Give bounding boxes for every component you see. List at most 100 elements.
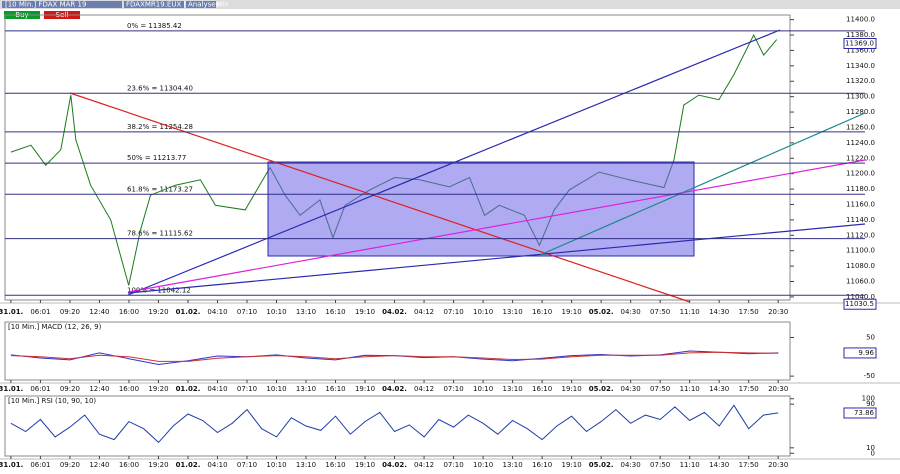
y-tick-label: 11080.0 [846,262,875,270]
trend-line[interactable] [69,92,691,303]
y-tick-label: 11320.0 [846,77,875,85]
x-tick-label: 11:10 [680,308,700,316]
panel-title: [10 Min.] RSI (10, 90, 10) [8,397,96,405]
x-tick-label: 19:10 [562,308,582,316]
x-tick-label: 16:00 [119,308,139,316]
x-tick-label: 04:12 [414,385,434,393]
y-tick-label: 11300.0 [846,93,875,101]
trend-line[interactable] [127,29,781,296]
x-tick-label: 17:50 [739,308,759,316]
x-tick-label: 31.01. [0,308,23,316]
x-tick-label: 12:40 [89,385,109,393]
series-line [10,351,779,362]
x-tick-label: 11:10 [680,385,700,393]
x-tick-label: 04:12 [414,461,434,469]
x-tick-label: 13:10 [503,308,523,316]
x-tick-label: 13:10 [296,308,316,316]
x-tick-label: 07:50 [650,461,670,469]
x-tick-label: 09:20 [60,461,80,469]
instrument-tab[interactable] [124,1,184,8]
x-tick-label: 04:10 [207,385,227,393]
trend-line[interactable] [539,112,866,256]
instrument: FDAXMR19.EUX Plain_10_Min [126,1,229,9]
x-tick-label: 16:00 [119,461,139,469]
x-tick-label: 16:10 [325,308,345,316]
y-tick-label: 11060.0 [846,278,875,286]
x-tick-label: 01.02. [176,461,201,469]
x-tick-label: 04:30 [621,461,641,469]
x-tick-label: 12:40 [89,461,109,469]
x-tick-label: 19:10 [355,461,375,469]
x-tick-label: 04:10 [207,308,227,316]
fib-label: 38.2% = 11254.28 [127,123,193,131]
x-tick-label: 04.02. [382,461,407,469]
x-tick-label: 31.01. [0,461,23,469]
x-tick-label: 01.02. [176,385,201,393]
y-tick-label: 11240.0 [846,139,875,147]
trend-line[interactable] [127,159,866,293]
x-tick-label: 19:10 [355,385,375,393]
x-tick-label: 05.02. [589,461,614,469]
y-tick-label: 11120.0 [846,231,875,239]
x-tick-label: 17:50 [739,461,759,469]
analysis-tab[interactable] [186,1,216,8]
y-tick-label: 11160.0 [846,200,875,208]
series-line [10,404,779,444]
range-box[interactable] [267,161,695,257]
x-tick-label: 07:10 [237,308,257,316]
x-tick-label: 07:10 [237,461,257,469]
x-tick-label: 09:20 [60,385,80,393]
y-tick-label: 11280.0 [846,108,875,116]
x-tick-label: 20:30 [768,461,788,469]
y-tick-label: 50 [866,333,875,341]
x-tick-label: 13:10 [503,461,523,469]
y-tick-label: 11400.0 [846,16,875,24]
panel-title: [10 Min.] MACD (12, 26, 9) [8,323,102,331]
fib-label: 23.6% = 11304.40 [127,84,193,92]
x-tick-label: 10:10 [266,461,286,469]
y-tick-label: 11260.0 [846,123,875,131]
x-tick-label: 14:30 [709,385,729,393]
plot-area [4,14,791,301]
y-tick-label: 11180.0 [846,185,875,193]
x-tick-label: 16:10 [532,461,552,469]
x-tick-label: 07:10 [443,308,463,316]
x-tick-label: 13:10 [503,385,523,393]
x-tick-label: 13:10 [296,461,316,469]
x-tick-label: 10:10 [266,308,286,316]
axis-marker [843,347,877,359]
x-tick-label: 17:50 [739,385,759,393]
plot-area [4,395,791,457]
fib-label: 78.6% = 11115.62 [127,230,193,238]
x-tick-label: 04.02. [382,385,407,393]
y-tick-label: 90 [866,400,875,408]
x-tick-label: 20:30 [768,385,788,393]
y-tick-label: 11340.0 [846,62,875,70]
x-tick-label: 19:20 [148,461,168,469]
symbol-tab[interactable] [2,1,122,8]
x-tick-label: 14:30 [709,308,729,316]
x-tick-label: 31.01. [0,385,23,393]
axis-marker [843,407,877,419]
x-tick-label: 07:50 [650,385,670,393]
x-tick-label: 06:01 [30,461,50,469]
x-tick-label: 01.02. [176,308,201,316]
analysis: Analysen [188,1,220,9]
x-tick-label: 19:10 [562,385,582,393]
toolbar [0,0,900,9]
x-tick-label: 06:01 [30,308,50,316]
x-tick-label: 04:30 [621,308,641,316]
y-tick-label: -50 [864,372,875,380]
x-tick-label: 04:10 [207,461,227,469]
x-tick-label: 06:01 [30,385,50,393]
x-tick-label: 10:10 [473,385,493,393]
trend-line[interactable] [127,223,866,294]
x-tick-label: 20:30 [768,308,788,316]
axis-marker-label: 11369.0 [845,40,874,48]
y-tick-label: 11200.0 [846,170,875,178]
fib-label: 0% = 11385.42 [127,22,182,30]
fib-label: 61.8% = 11173.27 [127,185,193,193]
x-tick-label: 05.02. [589,385,614,393]
drawings [5,29,866,303]
